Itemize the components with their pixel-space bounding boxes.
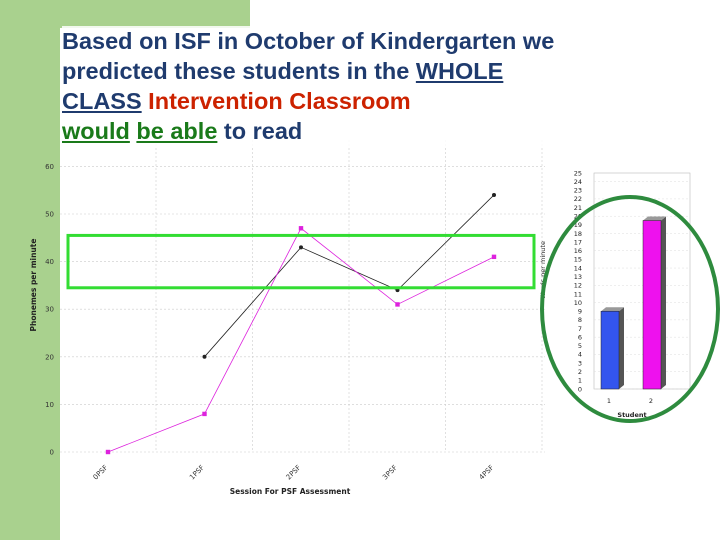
bar-y-tick-label: 16 [574, 247, 582, 255]
bar-y-tick-label: 12 [574, 282, 582, 290]
bar-top [601, 307, 624, 312]
bar-y-tick-label: 4 [578, 351, 582, 359]
bar-y-tick-label: 2 [578, 368, 582, 376]
y-tick-label: 20 [45, 353, 54, 361]
data-point [491, 254, 497, 260]
bar-y-tick-label: 19 [574, 221, 582, 229]
data-point [298, 226, 304, 231]
x-tick-label: 4PSF [478, 464, 496, 482]
bar-chart-highlight-ellipse [540, 195, 720, 423]
slide-top-band [60, 0, 250, 28]
y-tick-label: 30 [45, 306, 54, 314]
y-tick-label: 60 [45, 163, 54, 171]
slide-sidebar [0, 0, 60, 540]
bar-y-tick-label: 18 [574, 230, 582, 238]
data-point [105, 449, 111, 455]
bar-x-tick-label: 2 [649, 397, 653, 405]
x-axis-title: Session For PSF Assessment [230, 487, 351, 496]
bar-y-tick-label: 14 [574, 264, 582, 272]
x-tick-label: 0PSF [92, 464, 110, 482]
line-chart: 0 10 20 30 40 50 60 0PSF 1PSF 2PSF 3PSF 4PSF Sessi… [29, 140, 545, 496]
bar-y-tick-label: 0 [578, 385, 582, 393]
bar-y-tick-label: 10 [574, 299, 582, 307]
bar-y-tick-label: 21 [574, 204, 582, 212]
bar-y-tick-label: 9 [578, 308, 582, 316]
title-segment: to read [217, 118, 303, 144]
data-point [492, 192, 496, 197]
bar-y-tick-label: 25 [574, 169, 582, 177]
y-axis-title: Phonemes per minute [29, 239, 38, 332]
bar [600, 310, 620, 390]
title-segment: predicted these students in the [62, 58, 416, 84]
data-point [202, 411, 207, 417]
slide-title: Based on ISF in October of Kindergarten … [62, 26, 702, 146]
bar-side [661, 216, 666, 389]
bar-y-tick-label: 11 [574, 290, 582, 298]
bar-y-tick-label: 5 [578, 342, 582, 350]
target-range-band [66, 233, 536, 290]
bar-y-tick-label: 22 [574, 195, 582, 203]
bar-y-tick-label: 3 [578, 359, 582, 367]
bar-y-tick-label: 13 [574, 273, 582, 281]
bar [642, 220, 662, 390]
x-tick-label: 1PSF [188, 464, 206, 482]
bar-y-tick-label: 8 [578, 316, 582, 324]
bar-side [619, 307, 624, 389]
data-point [299, 245, 303, 250]
bar-x-tick-label: 1 [607, 397, 611, 405]
y-tick-label: 40 [45, 258, 54, 266]
title-segment: be able [136, 118, 218, 144]
title-segment: CLASS [62, 88, 142, 114]
y-tick-label: 10 [45, 401, 54, 409]
bar-y-tick-label: 17 [574, 238, 582, 246]
y-tick-label: 50 [45, 211, 54, 219]
bar-y-tick-label: 23 [574, 187, 582, 195]
title-segment: Intervention Classroom [141, 88, 411, 114]
bar-chart: 0123456789101112131415161718192021222324… [539, 169, 691, 419]
data-point [395, 302, 400, 307]
bar-y-tick-label: 7 [578, 325, 582, 333]
x-tick-label: 2PSF [285, 464, 303, 482]
bar-y-tick-label: 24 [574, 178, 582, 186]
bar-x-axis-title: Student [617, 411, 646, 419]
title-segment: WHOLE [415, 58, 504, 84]
bar-y-axis-title: Words per minute [539, 241, 547, 299]
series-line [204, 194, 495, 358]
y-tick-label: 0 [50, 449, 54, 457]
title-segment: would [62, 118, 130, 144]
x-tick-label: 3PSF [381, 464, 399, 482]
bar-top [643, 216, 666, 221]
bar-y-tick-label: 1 [578, 377, 582, 385]
data-point [202, 354, 207, 359]
title-segment: Based on ISF in October of Kindergarten … [62, 28, 555, 54]
bar-y-tick-label: 6 [578, 333, 582, 341]
bar-y-tick-label: 15 [574, 256, 582, 264]
